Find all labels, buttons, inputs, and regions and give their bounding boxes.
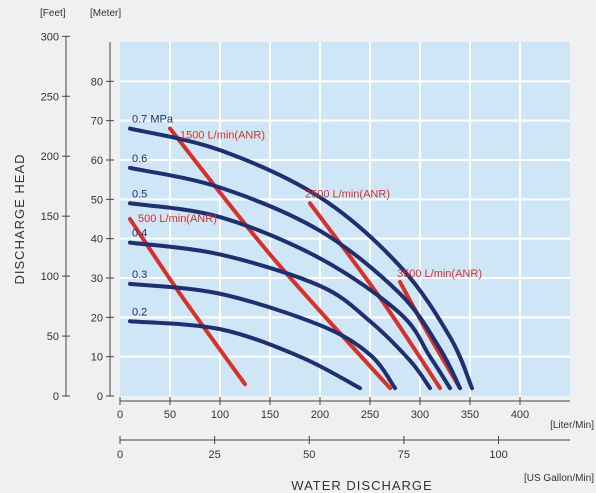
pressure-curves bbox=[128, 126, 474, 391]
feet-tick-label: 300 bbox=[41, 31, 59, 43]
pressure-curve-label: 0.2 bbox=[132, 306, 147, 318]
air-curve-label: 3500 L/min(ANR) bbox=[397, 268, 482, 280]
meter-tick-label: 80 bbox=[91, 76, 103, 88]
axes: 050100150200250300[Feet]0102030405060708… bbox=[12, 8, 594, 493]
curve-labels: 0.7 MPa 0.6 0.5 0.4 0.3 0.2 500 L/min(ANR) 1500… bbox=[132, 114, 482, 319]
pressure-curve-line bbox=[128, 281, 397, 391]
air-consumption-curves bbox=[128, 126, 462, 391]
liter-tick-label: 100 bbox=[211, 409, 229, 421]
liter-tick-label: 0 bbox=[117, 409, 123, 421]
pressure-curve-label: 0.5 bbox=[132, 188, 147, 200]
x-axis-title: WATER DISCHARGE bbox=[291, 478, 432, 493]
meter-tick-label: 20 bbox=[91, 312, 103, 324]
air-curve-label: 500 L/min(ANR) bbox=[138, 213, 217, 225]
pressure-curve-line bbox=[128, 201, 452, 391]
air-curve-line bbox=[128, 217, 247, 387]
gallon-tick-label: 75 bbox=[398, 449, 410, 461]
meter-tick-label: 70 bbox=[91, 116, 103, 128]
gallon-tick-label: 50 bbox=[303, 449, 315, 461]
liter-tick-label: 300 bbox=[411, 409, 429, 421]
meter-tick-label: 50 bbox=[91, 194, 103, 206]
liter-tick-label: 200 bbox=[311, 409, 329, 421]
liter-tick-label: 400 bbox=[511, 409, 529, 421]
feet-tick-label: 50 bbox=[47, 331, 59, 343]
pressure-curve-label: 0.6 bbox=[132, 153, 147, 165]
pressure-curve-label: 0.4 bbox=[132, 228, 147, 240]
feet-tick-label: 150 bbox=[41, 211, 59, 223]
gallon-tick-label: 0 bbox=[117, 449, 123, 461]
feet-tick-label: 250 bbox=[41, 91, 59, 103]
gallon-tick-label: 25 bbox=[209, 449, 221, 461]
liter-tick-label: 150 bbox=[261, 409, 279, 421]
air-curve-label: 2500 L/min(ANR) bbox=[305, 188, 390, 200]
liter-tick-label: 350 bbox=[461, 409, 479, 421]
feet-tick-label: 0 bbox=[53, 391, 59, 403]
gallon-tick-label: 100 bbox=[489, 449, 507, 461]
meter-tick-label: 60 bbox=[91, 155, 103, 167]
grid-lines bbox=[120, 42, 570, 396]
meter-tick-label: 30 bbox=[91, 273, 103, 285]
pressure-curve-line bbox=[128, 319, 362, 391]
meter-tick-label: 40 bbox=[91, 234, 103, 246]
gallon-unit-label: [US Gallon/Min] bbox=[524, 473, 594, 484]
pressure-curve-label: 0.7 MPa bbox=[132, 114, 174, 126]
liter-tick-label: 50 bbox=[164, 409, 176, 421]
air-curve-label: 1500 L/min(ANR) bbox=[180, 130, 265, 142]
feet-unit-label: [Feet] bbox=[40, 8, 66, 19]
meter-unit-label: [Meter] bbox=[90, 8, 121, 19]
feet-tick-label: 200 bbox=[41, 151, 59, 163]
liter-unit-label: [Liter/Min] bbox=[550, 420, 594, 431]
air-curve-line bbox=[168, 126, 392, 391]
liter-tick-label: 250 bbox=[361, 409, 379, 421]
pressure-curve-line bbox=[128, 165, 462, 391]
meter-tick-label: 0 bbox=[97, 391, 103, 403]
feet-tick-label: 100 bbox=[41, 271, 59, 283]
pressure-curve-label: 0.3 bbox=[132, 269, 147, 281]
pressure-curve-line bbox=[128, 126, 474, 391]
pressure-curve-line bbox=[128, 240, 432, 391]
meter-tick-label: 10 bbox=[91, 352, 103, 364]
y-axis-title: DISCHARGE HEAD bbox=[12, 153, 27, 284]
